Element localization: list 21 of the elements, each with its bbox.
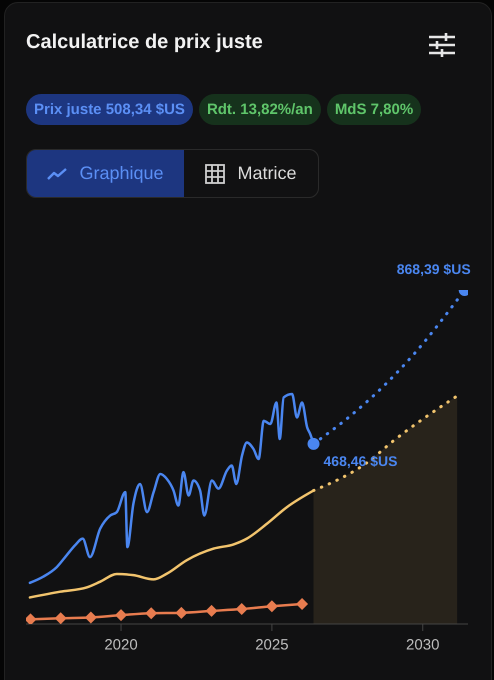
x-tick-label: 2020	[104, 636, 138, 654]
point	[175, 606, 188, 619]
point	[84, 611, 97, 624]
text: Matrice	[237, 163, 296, 184]
point	[266, 600, 278, 612]
data-label: 868,39 $US	[396, 261, 471, 277]
point	[115, 609, 128, 622]
text: Rdt. 13,82%/an	[198, 94, 321, 125]
point	[54, 612, 67, 624]
text: Graphique	[79, 163, 164, 184]
x-tick-label: 2030	[406, 636, 440, 654]
point	[206, 604, 218, 617]
point	[26, 613, 37, 624]
data-label: 468,46 $US	[324, 452, 398, 469]
text: MdS 7,80%	[326, 94, 422, 125]
text: Prix juste 508,34 $US	[26, 94, 193, 125]
point	[236, 603, 248, 615]
x-tick-label: 2025	[255, 636, 289, 654]
point	[296, 598, 308, 610]
point	[145, 607, 158, 620]
chart-title: Calculatrice de prix juste	[26, 31, 263, 54]
